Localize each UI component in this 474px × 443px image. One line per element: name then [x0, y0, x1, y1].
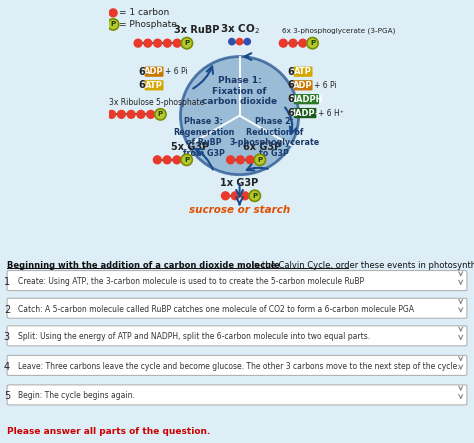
Circle shape [172, 155, 182, 164]
FancyBboxPatch shape [7, 298, 467, 318]
Circle shape [155, 109, 166, 120]
Text: P: P [158, 111, 163, 117]
Text: 6x 3-phosphoglycerate (3-PGA): 6x 3-phosphoglycerate (3-PGA) [282, 28, 395, 35]
FancyBboxPatch shape [7, 271, 467, 291]
Text: NADP+: NADP+ [288, 109, 322, 117]
Text: Please answer all parts of the question.: Please answer all parts of the question. [7, 427, 210, 436]
Text: 5: 5 [4, 391, 10, 401]
Text: Phase 3:
Regeneration
of RuBP
from G3P: Phase 3: Regeneration of RuBP from G3P [173, 117, 234, 158]
Text: Create: Using ATP, the 3-carbon molecule is used to to create the 5-carbon molec: Create: Using ATP, the 3-carbon molecule… [18, 277, 364, 286]
Text: 1: 1 [4, 277, 10, 287]
Circle shape [137, 110, 146, 119]
Text: P: P [110, 21, 116, 27]
FancyBboxPatch shape [294, 80, 312, 90]
FancyBboxPatch shape [145, 80, 164, 90]
Circle shape [240, 191, 250, 200]
FancyBboxPatch shape [7, 355, 467, 375]
Circle shape [221, 191, 230, 200]
FancyBboxPatch shape [294, 66, 312, 77]
Text: Phase 1:
Fixation of
carbon dioxide: Phase 1: Fixation of carbon dioxide [202, 76, 277, 106]
Circle shape [236, 38, 244, 46]
Circle shape [236, 155, 245, 164]
Text: 3x Ribulose 5-phosphate: 3x Ribulose 5-phosphate [109, 98, 204, 107]
Text: 6: 6 [288, 108, 295, 118]
Text: NADPH: NADPH [290, 95, 323, 104]
FancyBboxPatch shape [7, 385, 467, 405]
Circle shape [173, 39, 182, 48]
Circle shape [153, 155, 162, 164]
Circle shape [279, 39, 288, 48]
Text: Leave: Three carbons leave the cycle and become glucose. The other 3 carbons mov: Leave: Three carbons leave the cycle and… [18, 362, 460, 371]
Circle shape [117, 110, 126, 119]
Text: 6x G3P: 6x G3P [244, 142, 282, 152]
FancyBboxPatch shape [7, 326, 467, 346]
FancyBboxPatch shape [145, 66, 164, 77]
Text: 6: 6 [288, 67, 295, 77]
Text: Catch: A 5-carbon molecule called RuBP catches one molecule of CO2 to form a 6-c: Catch: A 5-carbon molecule called RuBP c… [18, 305, 414, 314]
Circle shape [181, 57, 299, 175]
Circle shape [298, 39, 308, 48]
Text: + 6 H⁺: + 6 H⁺ [318, 109, 344, 117]
Circle shape [288, 39, 298, 48]
FancyBboxPatch shape [294, 108, 316, 118]
Text: = 1 carbon: = 1 carbon [119, 8, 170, 17]
Circle shape [246, 155, 255, 164]
Circle shape [163, 155, 172, 164]
Text: Split: Using the energy of ATP and NADPH, split the 6-carbon molecule into two e: Split: Using the energy of ATP and NADPH… [18, 332, 370, 341]
Circle shape [143, 39, 153, 48]
Text: 6: 6 [139, 67, 146, 77]
Circle shape [181, 154, 192, 166]
Text: + 6 Pi: + 6 Pi [165, 67, 188, 76]
Text: P: P [252, 193, 257, 199]
Circle shape [230, 191, 240, 200]
Text: ATP: ATP [145, 81, 163, 90]
FancyBboxPatch shape [294, 94, 319, 104]
Text: = Phosphate: = Phosphate [119, 20, 177, 29]
Circle shape [228, 38, 236, 46]
Text: 6: 6 [288, 94, 295, 104]
Text: 4: 4 [4, 361, 10, 372]
Circle shape [163, 39, 172, 48]
Text: ADP: ADP [293, 81, 313, 90]
Text: sucrose or starch: sucrose or starch [189, 205, 290, 215]
Text: 2: 2 [4, 304, 10, 315]
Circle shape [244, 38, 251, 46]
Circle shape [153, 39, 162, 48]
Text: Phase 2:
Reduction of
3-phosphoglycerate
to G3P: Phase 2: Reduction of 3-phosphoglycerate… [229, 117, 319, 158]
Circle shape [226, 155, 235, 164]
Text: P: P [184, 40, 190, 46]
Text: 3: 3 [4, 332, 10, 342]
Text: P: P [310, 40, 315, 46]
Text: ATP: ATP [294, 67, 312, 76]
Text: P: P [257, 157, 263, 163]
Text: 3x RuBP: 3x RuBP [174, 25, 219, 35]
Circle shape [249, 190, 260, 202]
Circle shape [146, 110, 155, 119]
Text: 6: 6 [139, 80, 146, 90]
Circle shape [254, 154, 265, 166]
Circle shape [134, 39, 143, 48]
Text: 5x G3P: 5x G3P [172, 142, 210, 152]
Text: 3x CO$_2$: 3x CO$_2$ [219, 22, 260, 36]
Circle shape [108, 19, 119, 30]
Circle shape [307, 38, 318, 49]
Text: in the Calvin Cycle, order these events in photosynthesis:: in the Calvin Cycle, order these events … [249, 261, 474, 270]
Circle shape [109, 8, 118, 17]
Text: + 6 Pi: + 6 Pi [314, 81, 337, 90]
Text: 6: 6 [288, 80, 295, 90]
Text: 1x G3P: 1x G3P [220, 178, 259, 187]
Text: Begin: The cycle begins again.: Begin: The cycle begins again. [18, 391, 135, 400]
Text: P: P [184, 157, 189, 163]
Circle shape [181, 38, 192, 49]
Text: Beginning with the addition of a carbon dioxide molecule: Beginning with the addition of a carbon … [7, 261, 280, 270]
Text: ADP: ADP [144, 67, 164, 76]
Circle shape [107, 110, 116, 119]
Circle shape [127, 110, 136, 119]
